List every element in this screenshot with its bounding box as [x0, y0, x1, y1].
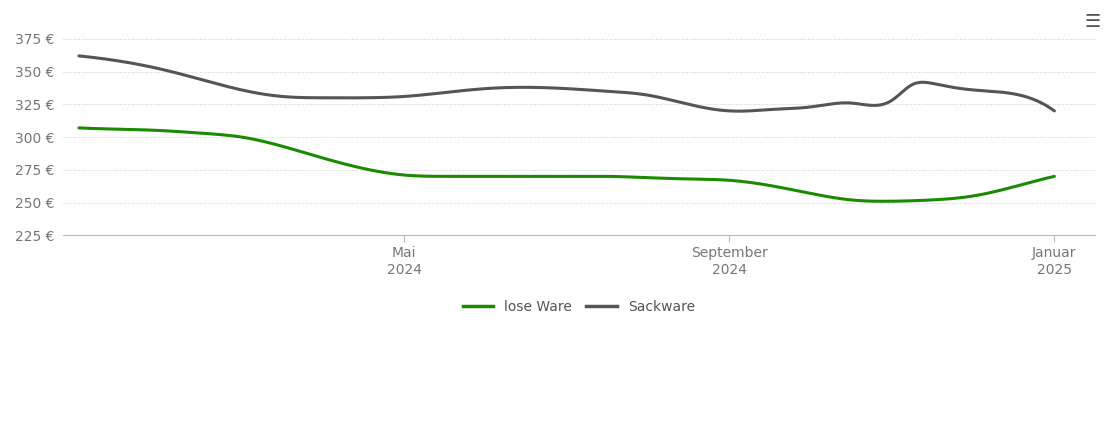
Text: ☰: ☰	[1084, 13, 1101, 31]
Legend: lose Ware, Sackware: lose Ware, Sackware	[457, 294, 700, 319]
